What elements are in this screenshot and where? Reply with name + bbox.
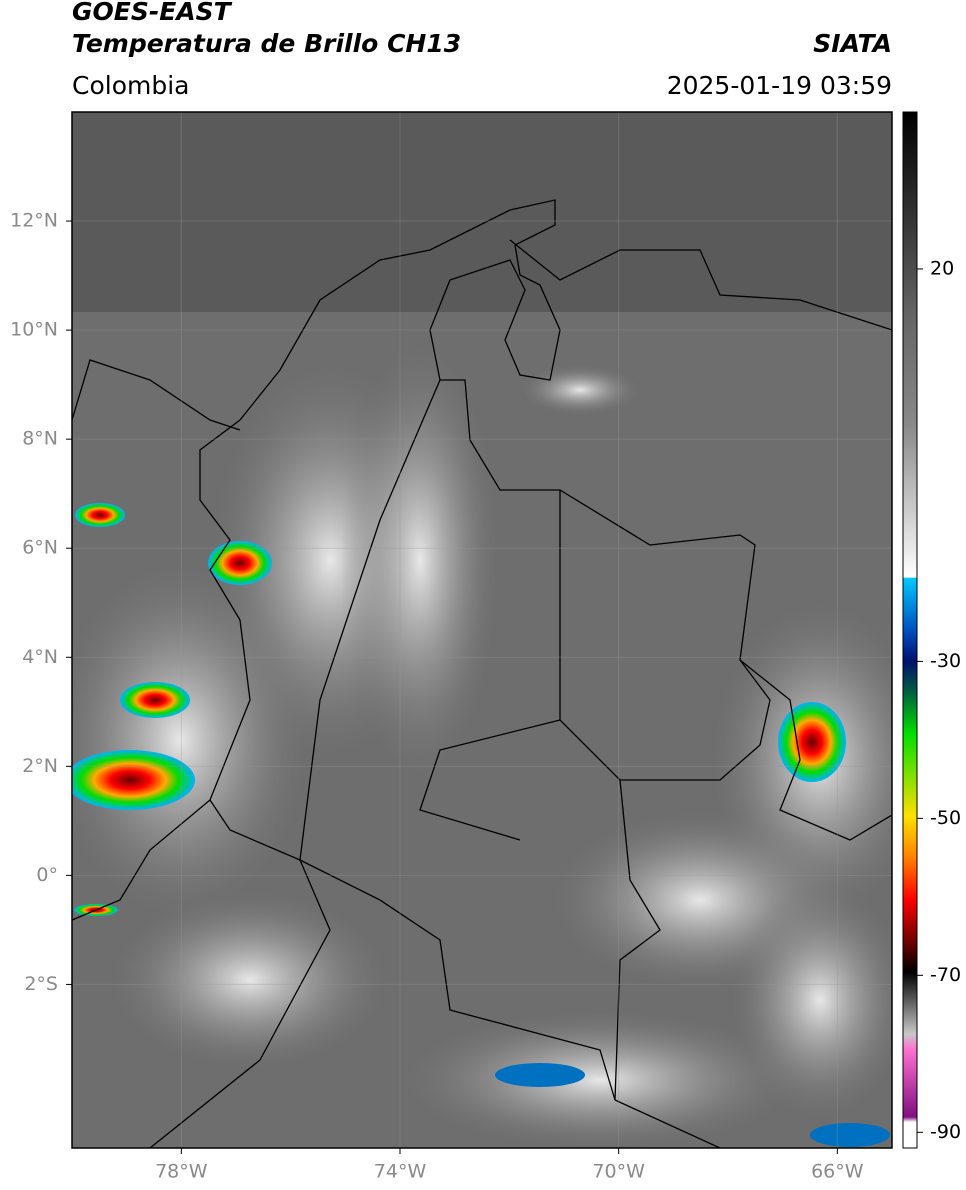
datetime: 2025-01-19 03:59 xyxy=(667,71,892,100)
product: Temperatura de Brillo CH13 xyxy=(72,29,461,58)
satellite: GOES-EAST xyxy=(72,0,233,26)
lat-label: 8°N xyxy=(22,428,58,450)
region: Colombia xyxy=(72,71,189,100)
lon-label: 78°W xyxy=(155,1161,208,1183)
lat-label: 4°N xyxy=(22,646,58,668)
lat-label: 6°N xyxy=(22,537,58,559)
lat-label: 12°N xyxy=(10,210,58,232)
map-image xyxy=(72,112,892,1148)
lon-label: 74°W xyxy=(374,1161,427,1183)
colorbar-label: -30 xyxy=(930,650,961,672)
lat-label: 2°S xyxy=(24,973,58,995)
colorbar-label: -70 xyxy=(930,964,961,986)
lat-label: 10°N xyxy=(10,319,58,341)
map-frame xyxy=(71,111,893,1149)
source: SIATA xyxy=(813,29,892,58)
lon-label: 70°W xyxy=(592,1161,645,1183)
colorbar xyxy=(902,111,918,1149)
graticule xyxy=(72,112,892,1148)
lon-label: 66°W xyxy=(811,1161,864,1183)
colorbar-label: -50 xyxy=(930,807,961,829)
lat-label: 0° xyxy=(36,864,58,886)
colorbar-label: -90 xyxy=(930,1121,961,1143)
colorbar-label: 20 xyxy=(930,257,954,279)
lat-label: 2°N xyxy=(22,755,58,777)
